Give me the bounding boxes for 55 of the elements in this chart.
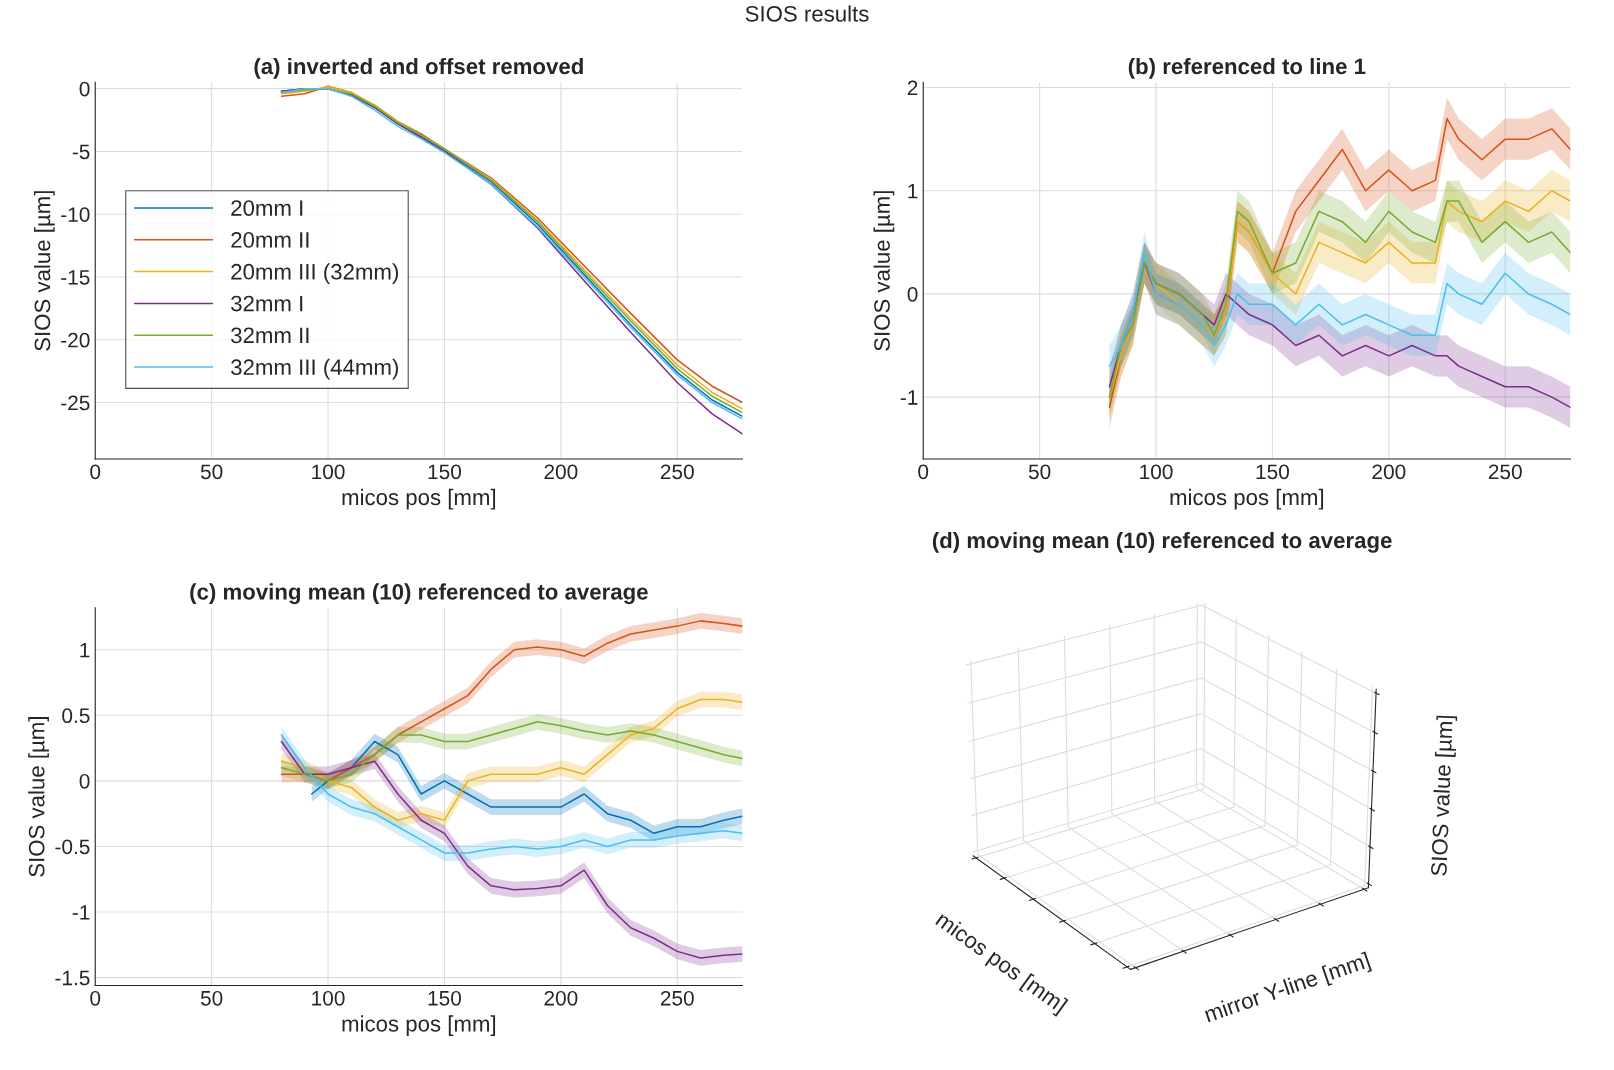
- y-axis-title: SIOS value [µm]: [33, 191, 55, 351]
- x-tick-label: 250: [1488, 464, 1522, 480]
- y-tick-label: -1.5: [55, 970, 90, 986]
- text: SIOS value [µm]: [1430, 715, 1458, 877]
- legend-label: 32mm II: [231, 327, 309, 344]
- y-tick-label: -1: [72, 905, 90, 920]
- y-tick-label: -0.5: [55, 839, 90, 855]
- x-tick-label: 0: [918, 464, 929, 480]
- x-tick-label: 50: [1028, 464, 1051, 480]
- y-axis-title: SIOS value [µm]: [873, 191, 895, 351]
- y-tick-label: 1: [908, 183, 918, 199]
- legend-label: 32mm III (44mm): [231, 358, 398, 380]
- y-tick-label: 2: [907, 80, 918, 96]
- legend-label: 32mm I: [231, 295, 303, 312]
- y-tick-label: -15: [61, 270, 90, 285]
- y-tick-label: 0: [79, 773, 90, 789]
- x-tick-label: 150: [428, 990, 462, 1006]
- x-tick-label: 50: [200, 990, 223, 1006]
- x-tick-label: 200: [544, 990, 578, 1006]
- x-tick-label: 150: [428, 464, 462, 480]
- chart-title: (c) moving mean (10) referenced to average: [190, 583, 648, 605]
- y-tick-label: 1: [80, 642, 90, 658]
- x-tick-label: 0: [90, 464, 101, 480]
- x-tick-label: 250: [660, 464, 694, 480]
- x-axis-title: micos pos [mm]: [1170, 488, 1324, 510]
- y-tick-label: -1: [900, 390, 918, 405]
- x-tick-label: 100: [1140, 464, 1173, 480]
- y-tick-label: -10: [61, 207, 90, 222]
- x-axis-title: micos pos [mm]: [342, 1015, 496, 1037]
- x-tick-label: 150: [1256, 464, 1289, 480]
- y-tick-label: 0: [79, 81, 90, 97]
- legend-label: 20mm I: [231, 200, 303, 216]
- legend-label: 20mm II: [231, 232, 309, 248]
- y-axis-title: SIOS value [µm]: [28, 717, 49, 877]
- legend-label: 20mm III (32mm): [231, 263, 398, 284]
- text: SIOS results: [745, 5, 869, 22]
- text: mirror Y-line [mm]: [1203, 951, 1372, 1027]
- line-series: [280, 721, 743, 782]
- y-tick-label: -5: [72, 144, 90, 160]
- y-tick-label: 0: [907, 286, 918, 302]
- y-tick-label: 0.5: [62, 708, 90, 724]
- x-axis-title: micos pos [mm]: [342, 488, 496, 510]
- chart-title: (a) inverted and offset removed: [254, 57, 583, 79]
- x-tick-label: 200: [544, 464, 578, 480]
- x-tick-label: 200: [1372, 464, 1406, 480]
- line-series: [1108, 251, 1571, 367]
- text: (d) moving mean (10) referenced to average: [932, 531, 1392, 553]
- chart-title: (b) referenced to line 1: [1128, 57, 1366, 79]
- y-tick-label: -25: [61, 395, 90, 411]
- x-tick-label: 0: [90, 990, 101, 1006]
- x-tick-label: 100: [312, 990, 345, 1006]
- y-tick-label: -20: [61, 332, 90, 348]
- x-tick-label: 100: [312, 464, 345, 480]
- x-tick-label: 250: [660, 990, 694, 1006]
- x-tick-label: 50: [200, 464, 223, 480]
